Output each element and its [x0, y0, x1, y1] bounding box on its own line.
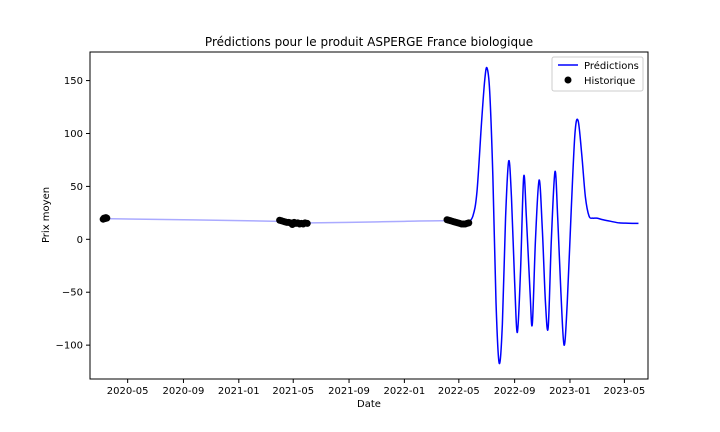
plot-lines [104, 66, 639, 365]
plot-frame [89, 51, 649, 380]
y-axis-label: Prix moyen [41, 187, 52, 243]
y-tick-label: 0 [77, 235, 83, 246]
x-tick-label: 2020-05 [107, 386, 149, 397]
history-point [465, 219, 473, 227]
x-tick-label: 2021-01 [218, 386, 260, 397]
x-tick-label: 2021-05 [272, 386, 314, 397]
y-tick-label: 150 [64, 76, 83, 87]
x-axis-label: Date [357, 399, 381, 410]
history-point [103, 214, 111, 222]
predictions-line [466, 66, 639, 365]
x-tick-label: 2022-05 [438, 386, 480, 397]
x-tick-label: 2023-01 [549, 386, 591, 397]
chart-title: Prédictions pour le produit ASPERGE Fran… [205, 35, 533, 49]
history-point [303, 219, 311, 227]
legend-predictions-label: Prédictions [584, 60, 639, 72]
legend: Prédictions Historique [551, 56, 644, 92]
plot-points [99, 214, 473, 228]
legend-history-label: Historique [584, 76, 635, 87]
predictions-line-past [104, 217, 468, 225]
x-tick-label: 2022-01 [383, 386, 425, 397]
x-axis: 2020-05 2020-09 2021-01 2021-05 2021-09 2022-… [107, 379, 646, 397]
x-tick-label: 2021-09 [328, 386, 370, 397]
y-tick-label: −100 [56, 341, 83, 352]
x-tick-label: 2022-09 [494, 386, 536, 397]
y-axis: −100 −50 0 50 100 150 [56, 76, 90, 352]
y-tick-label: 100 [64, 129, 83, 140]
x-tick-label: 2020-09 [163, 386, 205, 397]
legend-history-swatch [564, 76, 572, 84]
y-tick-label: −50 [62, 288, 83, 299]
y-tick-label: 50 [70, 182, 83, 193]
x-tick-label: 2023-05 [604, 386, 646, 397]
